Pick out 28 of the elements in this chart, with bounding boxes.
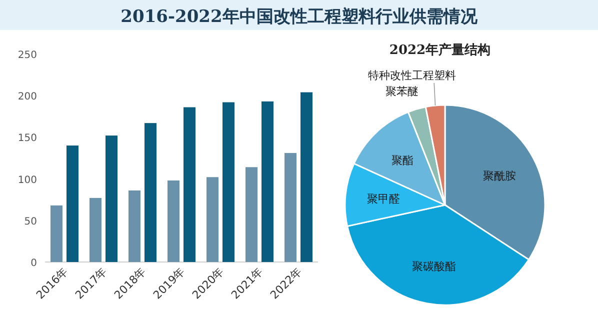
bar [128, 190, 140, 262]
slice-label: 聚甲醛 [366, 192, 400, 206]
y-tick-label: 50 [24, 216, 37, 228]
slice-label: 特种改性工程塑料 [368, 69, 456, 82]
bar [300, 92, 312, 262]
slice-label: 聚苯醚 [386, 85, 418, 98]
bar [206, 177, 218, 262]
bar [168, 180, 180, 262]
bar [184, 107, 196, 262]
bar [246, 167, 258, 262]
y-tick-label: 0 [30, 258, 37, 269]
bar [90, 198, 102, 262]
bar [262, 101, 274, 262]
slice-label: 聚酰胺 [483, 169, 516, 182]
slice-label: 聚碳酸酯 [412, 260, 456, 273]
y-tick-label: 200 [18, 92, 37, 103]
bar [66, 146, 78, 262]
slice-label: 聚酯 [391, 154, 414, 168]
bar [222, 102, 234, 262]
y-tick-label: 250 [18, 50, 37, 61]
chart-title: 2016-2022年中国改性工程塑料行业供需情况 [120, 6, 478, 27]
bar [50, 205, 62, 262]
bar [284, 153, 296, 262]
y-tick-label: 150 [18, 133, 37, 144]
bar [106, 136, 118, 262]
bar [144, 123, 156, 262]
y-tick-label: 100 [18, 174, 37, 186]
chart-title: 2022年产量结构 [389, 42, 491, 58]
